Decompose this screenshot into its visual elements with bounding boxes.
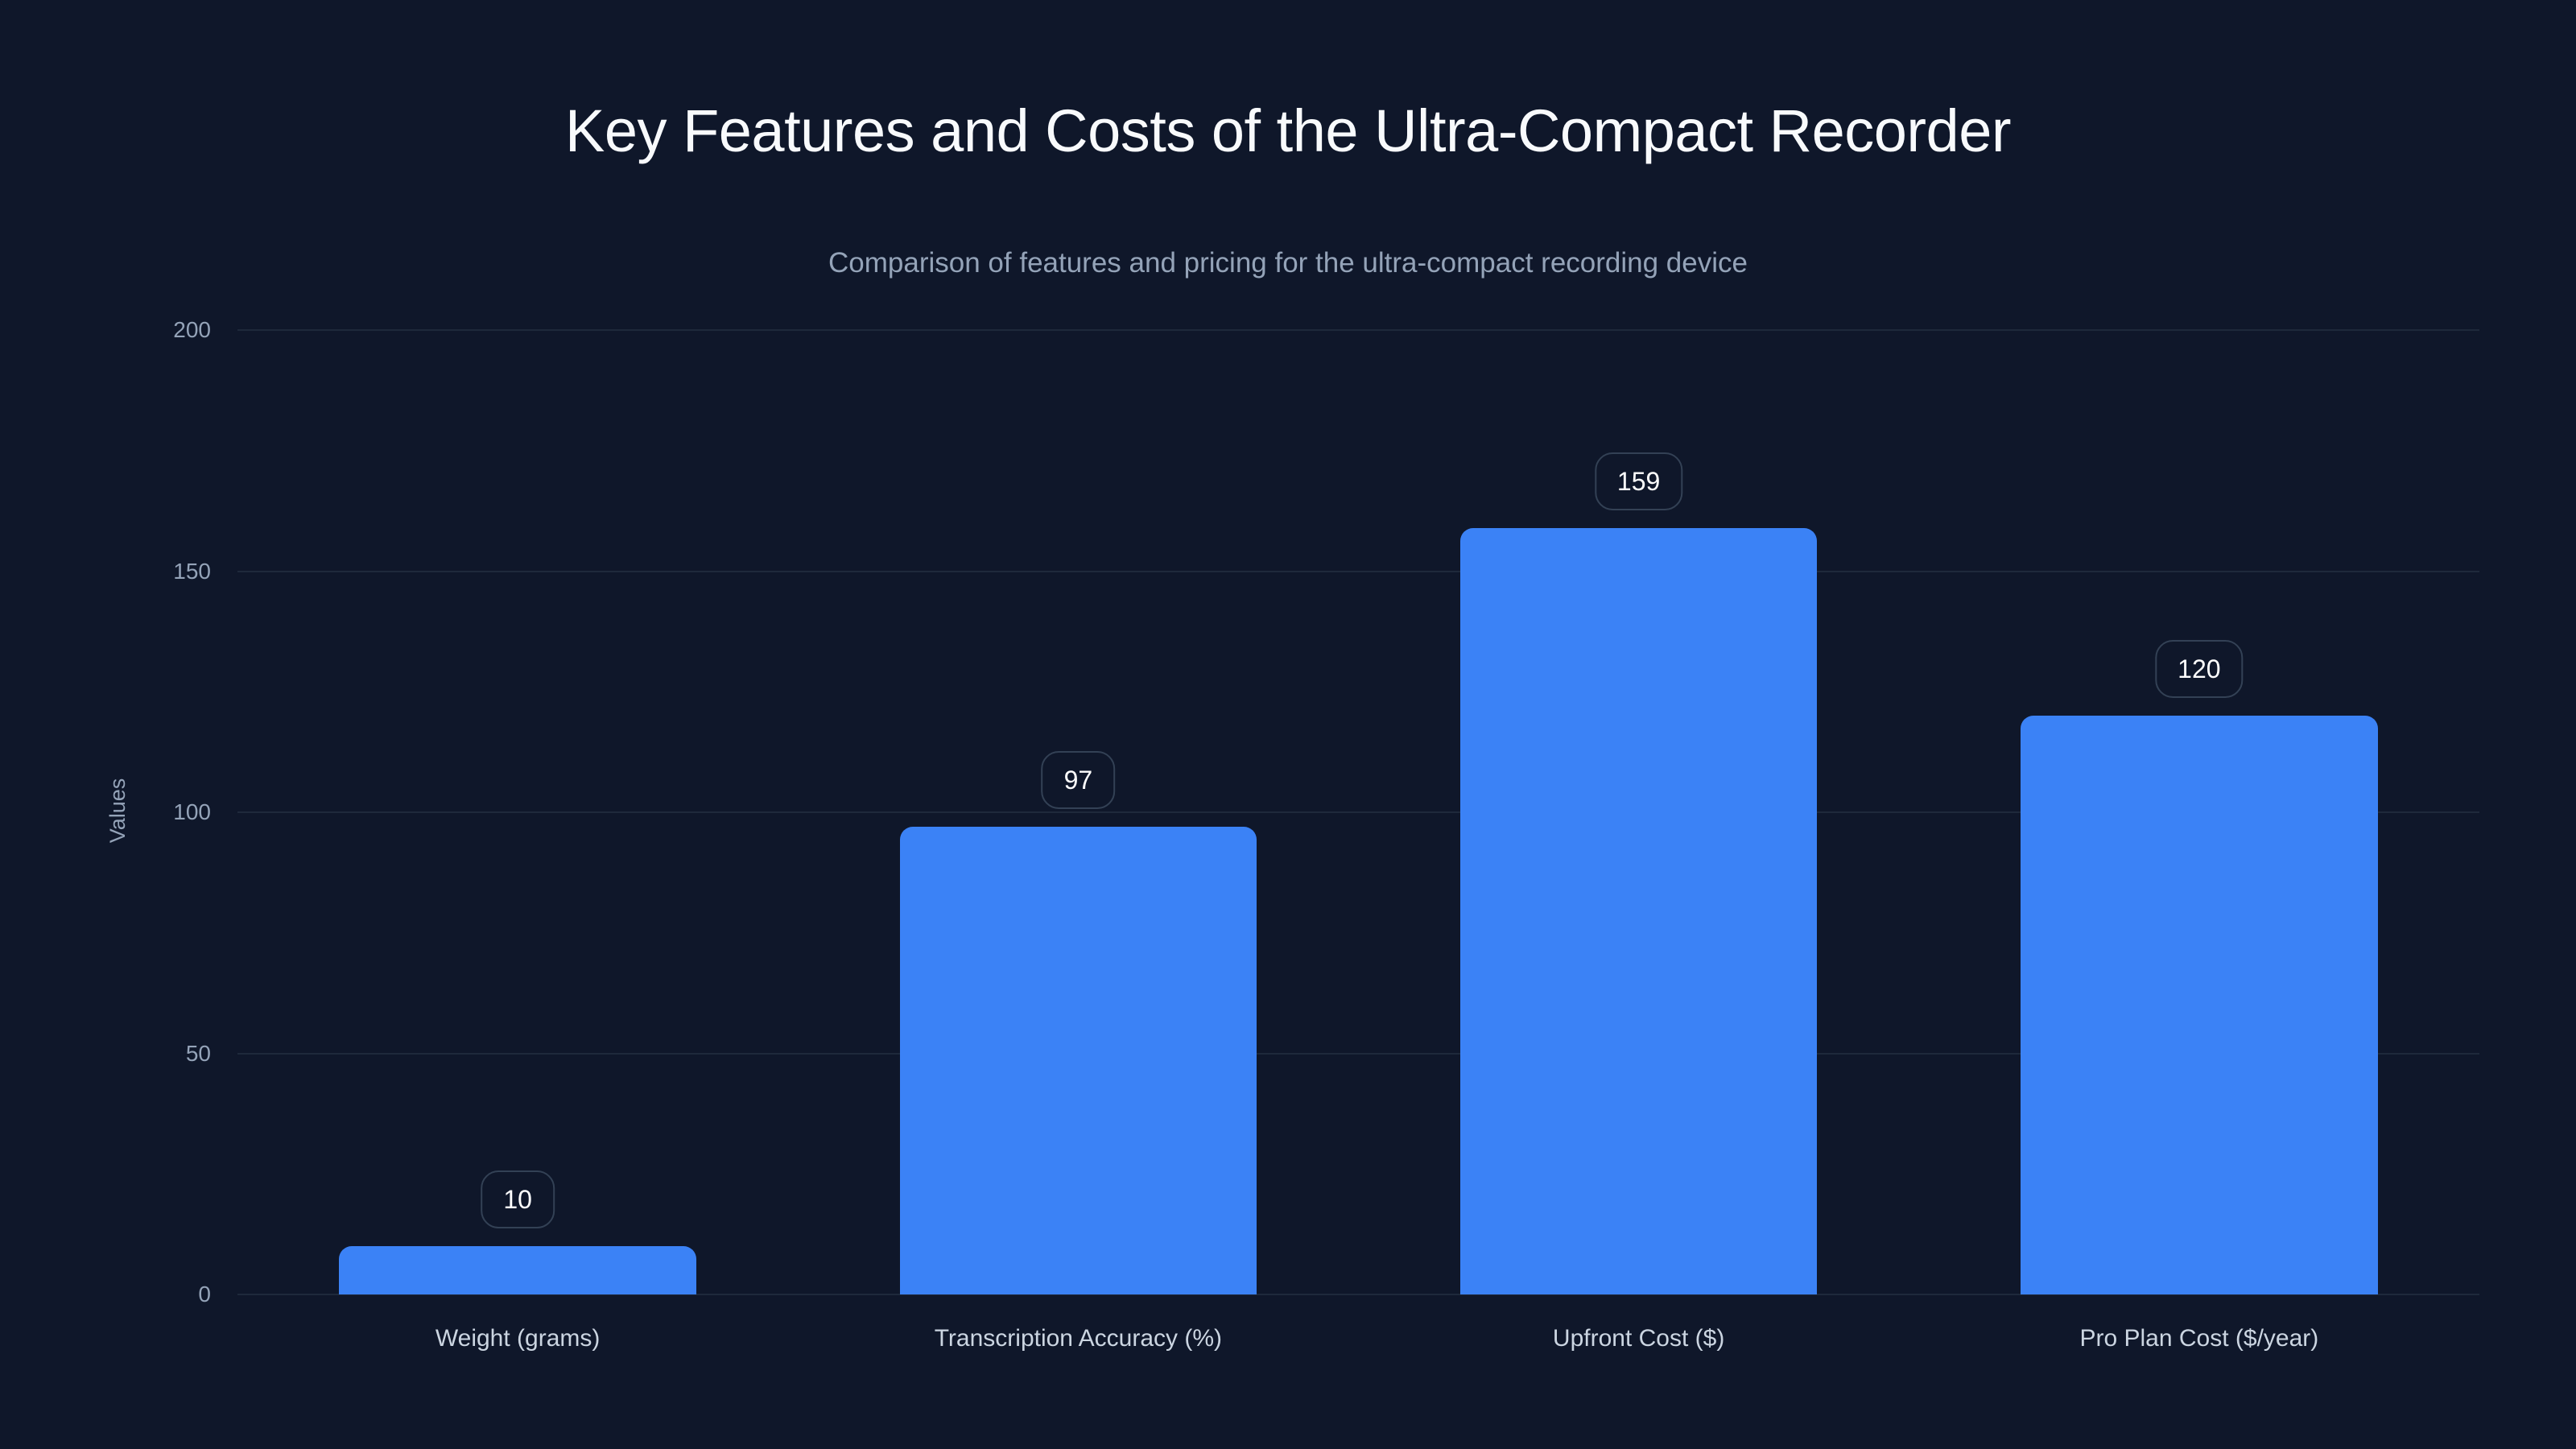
x-category-label: Weight (grams): [435, 1325, 601, 1352]
bar[interactable]: [1459, 527, 1818, 1294]
bar-value-label: 97: [1041, 750, 1116, 809]
bar[interactable]: [339, 1246, 696, 1294]
gridline: [237, 1294, 2479, 1295]
y-tick-label: 200: [173, 317, 211, 342]
plot-area: [237, 329, 2479, 1295]
x-category-label: Transcription Accuracy (%): [934, 1325, 1223, 1352]
bar-value-label: 120: [2155, 640, 2244, 699]
gridline: [237, 570, 2479, 572]
bar[interactable]: [2021, 716, 2378, 1294]
y-tick-label: 100: [173, 799, 211, 824]
y-tick-label: 150: [173, 558, 211, 584]
y-tick-label: 50: [185, 1040, 211, 1066]
y-tick-label: 0: [198, 1282, 211, 1307]
chart-title: Key Features and Costs of the Ultra-Comp…: [565, 97, 2012, 164]
x-category-label: Upfront Cost ($): [1552, 1325, 1725, 1352]
gridline: [237, 329, 2479, 331]
gridline: [237, 1052, 2479, 1055]
x-category-label: Pro Plan Cost ($/year): [2079, 1325, 2319, 1352]
bar[interactable]: [899, 826, 1257, 1294]
bar-value-label: 10: [481, 1170, 555, 1229]
chart-subtitle: Comparison of features and pricing for t…: [828, 247, 1748, 279]
y-axis-title: Values: [105, 778, 130, 844]
bar-value-label: 159: [1594, 452, 1683, 510]
gridline: [237, 811, 2479, 813]
